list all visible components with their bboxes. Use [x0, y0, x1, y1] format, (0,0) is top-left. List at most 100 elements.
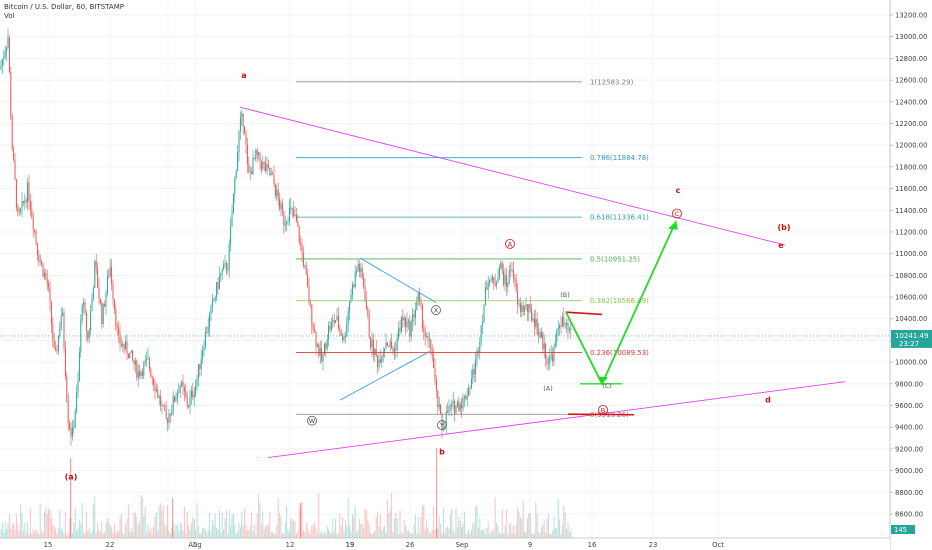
candle-body — [133, 359, 135, 365]
candle-body — [407, 320, 409, 322]
wave-label: a — [241, 71, 246, 80]
candle-body — [34, 229, 36, 232]
candle-body — [487, 282, 489, 290]
volume-bar — [189, 529, 191, 538]
volume-bar — [252, 530, 254, 538]
volume-bar — [203, 528, 205, 538]
volume-bar — [258, 494, 260, 538]
volume-bar — [207, 530, 209, 538]
volume-bar — [412, 533, 414, 538]
volume-bar — [52, 523, 54, 538]
volume-bar — [204, 529, 206, 538]
volume-bar — [161, 510, 163, 538]
volume-bar — [328, 529, 330, 538]
candle-body — [17, 207, 19, 212]
candle-body — [256, 149, 258, 155]
symbol-title[interactable]: Bitcoin / U.S. Dollar, 60, BITSTAMP — [4, 3, 124, 11]
candle-body — [174, 396, 176, 402]
candle-body — [309, 303, 311, 305]
volume-bar — [172, 498, 174, 538]
candle-body — [542, 332, 544, 350]
volume-bar — [230, 526, 232, 538]
volume-bar — [458, 517, 460, 538]
candle-body — [10, 72, 12, 117]
candle-body — [536, 319, 538, 335]
volume-bar — [57, 528, 59, 538]
volume-bar — [186, 511, 188, 538]
volume-bar — [566, 528, 568, 538]
candle-body — [224, 262, 226, 265]
wave-label-circle — [505, 238, 515, 249]
volume-bar — [480, 530, 482, 538]
candle-body — [43, 272, 45, 277]
drawings[interactable] — [0, 106, 890, 459]
candle-body — [412, 314, 414, 323]
volume-bar — [151, 533, 153, 538]
volume-indicator-label[interactable]: Vol — [4, 12, 15, 20]
candle-body — [311, 304, 313, 325]
candle-body — [223, 264, 225, 270]
price-tick-label: 9400.00 — [895, 424, 923, 432]
candle-body — [308, 286, 310, 304]
candle-body — [104, 303, 106, 307]
volume-tag — [891, 525, 915, 534]
volume-bar — [451, 509, 453, 538]
upper-trendline — [239, 106, 786, 246]
candle-body — [225, 262, 227, 271]
time-tick-label: 12 — [286, 541, 295, 549]
candle-body — [97, 268, 99, 288]
candle-body — [69, 423, 71, 429]
candle-body — [59, 328, 61, 336]
candle-body — [567, 322, 569, 331]
volume-bar — [126, 518, 128, 538]
candle-body — [148, 357, 150, 369]
wave-label: A — [508, 240, 513, 248]
candle-body — [330, 321, 332, 330]
volume-bar — [557, 498, 559, 538]
candle-body — [60, 315, 62, 329]
volume-bar — [286, 506, 288, 538]
candle-body — [491, 277, 493, 281]
candle-body — [228, 243, 230, 271]
candle-body — [533, 318, 535, 327]
time-tick-label: 22 — [106, 541, 115, 549]
candle-body — [363, 278, 365, 287]
volume-bar — [347, 498, 349, 538]
candle-body — [25, 200, 27, 202]
wave-label-circle — [307, 415, 317, 426]
wave-label: (a) — [65, 472, 78, 481]
candle-body — [262, 162, 264, 169]
candle-body — [188, 405, 190, 408]
candle-body — [455, 405, 457, 414]
price-tick-label: 11400.00 — [895, 207, 927, 215]
volume-bar — [143, 516, 145, 538]
volume-bar — [78, 519, 80, 538]
volume-bar — [496, 522, 498, 538]
volume-bar — [392, 531, 394, 538]
candles — [0, 28, 572, 446]
candle-body — [216, 282, 218, 298]
candle-body — [99, 298, 101, 304]
candle-body — [351, 284, 353, 296]
candle-body — [162, 404, 164, 406]
price-axis[interactable]: 13200.00 13000.00 12800.00 12600.00 12400.00… — [889, 0, 932, 550]
volume-bar — [84, 533, 86, 538]
candle-body — [398, 328, 400, 338]
candle-body — [105, 292, 107, 307]
volume-bar — [146, 532, 148, 538]
volume-bar — [137, 524, 139, 538]
candle-body — [315, 331, 317, 347]
candle-body — [538, 332, 540, 335]
candle-body — [522, 305, 524, 312]
volume-bar — [420, 516, 422, 538]
candle-body — [143, 362, 145, 376]
candle-body — [167, 418, 169, 424]
volume-bar — [305, 522, 307, 538]
candle-body — [462, 397, 464, 409]
volume-bar — [59, 509, 61, 538]
volume-bar — [416, 533, 418, 538]
candle-body — [267, 164, 269, 168]
